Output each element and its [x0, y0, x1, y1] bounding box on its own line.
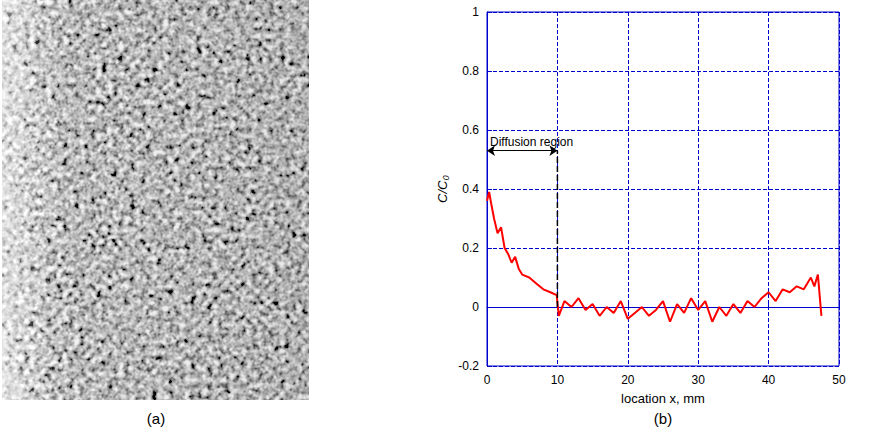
svg-text:10: 10 [551, 373, 565, 387]
svg-text:0: 0 [472, 300, 479, 314]
svg-text:0.8: 0.8 [462, 64, 479, 78]
html-text:(a): (a) [146, 410, 166, 427]
svg-text:0: 0 [484, 373, 491, 387]
svg-text:0.4: 0.4 [462, 182, 479, 196]
svg-text:C/C₀: C/C₀ [435, 175, 450, 203]
svg-text:-0.2: -0.2 [458, 359, 479, 373]
svg-text:20: 20 [621, 373, 635, 387]
svg-text:location x, mm: location x, mm [621, 391, 705, 406]
svg-text:0.6: 0.6 [462, 123, 479, 137]
svg-text:40: 40 [762, 373, 776, 387]
svg-text:Diffusion region: Diffusion region [490, 135, 573, 149]
svg-text:1: 1 [472, 5, 479, 19]
html-text:(b): (b) [653, 410, 673, 427]
svg-text:50: 50 [832, 373, 846, 387]
svg-text:30: 30 [692, 373, 706, 387]
svg-text:0.2: 0.2 [462, 241, 479, 255]
